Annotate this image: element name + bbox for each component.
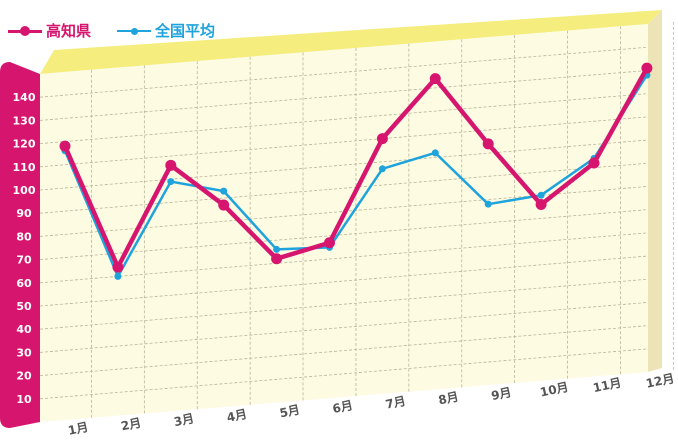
y-tick-label: 130: [13, 114, 36, 127]
grid-line-h: [39, 139, 649, 191]
data-point: [588, 157, 600, 169]
legend: 高知県 全国平均: [8, 20, 215, 41]
chart-top-face: [40, 10, 662, 74]
data-point: [537, 191, 545, 199]
data-point: [59, 140, 71, 152]
x-tick-label: 2月: [120, 416, 143, 434]
x-tick-label: 11月: [592, 376, 623, 396]
y-tick-label: 70: [16, 254, 32, 267]
x-tick-label: 9月: [490, 385, 513, 403]
y-tick-label: 140: [13, 91, 36, 104]
x-tick-labels: 1月 2月 3月 4月 5月 6月 7月 8月 9月 10月 11月 12月: [67, 371, 676, 438]
data-point: [431, 149, 439, 157]
legend-label-kochi: 高知県: [46, 22, 92, 40]
data-point: [376, 133, 388, 145]
data-point: [641, 62, 653, 74]
y-tick-label: 80: [16, 230, 32, 243]
y-tick-label: 10: [16, 393, 32, 406]
data-point: [114, 272, 122, 280]
grid-line-h: [39, 302, 649, 353]
legend-item-kochi: 高知県: [8, 20, 91, 41]
data-point: [535, 198, 547, 210]
data-point: [378, 165, 386, 173]
x-tick-label: 12月: [645, 371, 676, 391]
series-line: [63, 73, 649, 278]
y-tick-label: 40: [16, 323, 32, 336]
grid-line-h: [39, 348, 649, 400]
y-axis-band: [0, 62, 40, 428]
legend-swatch-kochi: [8, 24, 42, 38]
data-point: [273, 245, 281, 253]
y-tick-label: 120: [13, 138, 36, 151]
x-tick-label: 10月: [539, 380, 570, 400]
grid-line-h: [39, 232, 649, 284]
y-tick-label: 60: [16, 277, 32, 290]
grid-line-h: [39, 70, 649, 121]
chart-side-face: [648, 10, 662, 372]
data-point: [112, 261, 124, 273]
grid-line-h: [39, 46, 649, 98]
x-tick-label: 5月: [278, 403, 301, 421]
plot-area: [40, 24, 648, 422]
data-point: [165, 159, 177, 171]
data-point: [482, 138, 494, 150]
y-tick-label: 30: [16, 346, 32, 359]
y-tick-label: 50: [16, 300, 32, 313]
data-point: [167, 178, 175, 186]
grid-line-h: [39, 116, 649, 168]
series-line: [62, 65, 650, 270]
grid-line-h: [39, 255, 649, 307]
x-tick-label: 3月: [173, 411, 196, 429]
y-tick-label: 100: [13, 184, 36, 197]
series-kochi: [59, 62, 653, 273]
data-point: [324, 237, 335, 249]
y-tick-label: 90: [16, 207, 32, 220]
data-point: [429, 73, 441, 85]
x-tick-label: 7月: [384, 394, 407, 412]
grid-lines: [39, 21, 674, 418]
data-point: [218, 199, 230, 211]
x-tick-label: 4月: [225, 407, 248, 425]
legend-item-national: 全国平均: [117, 20, 215, 41]
y-tick-labels: 10 20 30 40 50 60 70 80 90 100 110 120 130 140: [13, 91, 36, 406]
x-tick-label: 6月: [331, 398, 354, 416]
data-point: [484, 200, 492, 208]
grid-line-h: [39, 209, 649, 260]
x-tick-label: 8月: [437, 389, 460, 407]
grid-line-h: [39, 162, 649, 214]
legend-swatch-national: [117, 24, 152, 38]
y-tick-label: 110: [13, 161, 36, 174]
legend-label-national: 全国平均: [155, 22, 216, 40]
grid-line-h: [39, 93, 649, 144]
grid-line-h: [39, 325, 649, 376]
grid-line-h: [39, 278, 649, 330]
data-point: [220, 187, 228, 195]
x-tick-label: 1月: [67, 420, 90, 438]
y-tick-label: 20: [16, 370, 32, 383]
data-point: [271, 253, 283, 265]
